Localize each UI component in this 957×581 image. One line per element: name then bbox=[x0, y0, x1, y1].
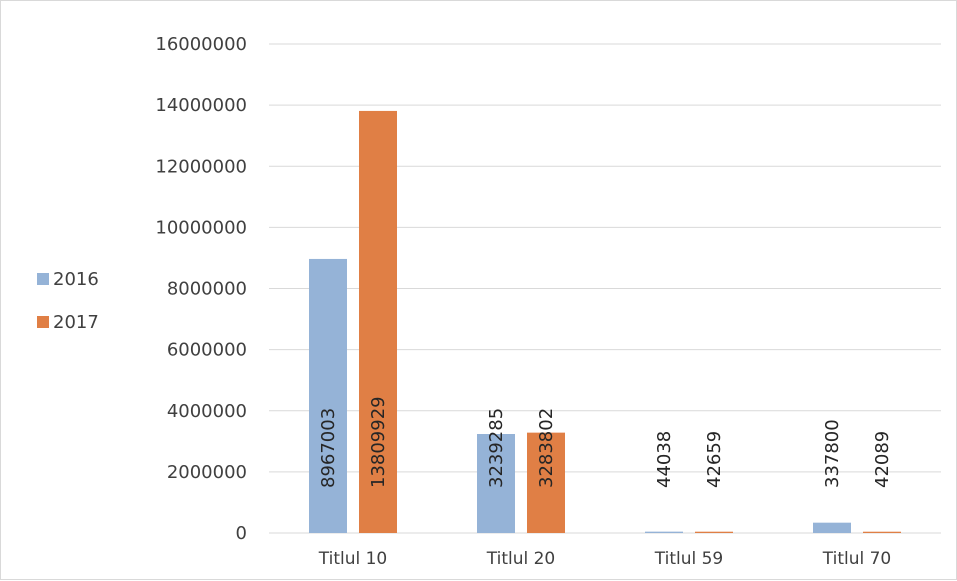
bar-2016-3 bbox=[813, 522, 851, 533]
legend-label: 2017 bbox=[53, 312, 99, 333]
bar-2017-2 bbox=[695, 531, 733, 533]
y-tick-label: 2000000 bbox=[167, 462, 247, 483]
bar-2016-0 bbox=[309, 258, 347, 533]
x-tick-label: Titlul 59 bbox=[654, 549, 724, 569]
y-tick-label: 4000000 bbox=[167, 401, 247, 422]
x-tick-label: Titlul 10 bbox=[318, 549, 388, 569]
y-tick-label: 6000000 bbox=[167, 340, 247, 361]
bar-2017-1 bbox=[527, 432, 565, 533]
bar-2016-1 bbox=[477, 433, 515, 533]
y-tick-label: 8000000 bbox=[167, 279, 247, 300]
y-tick-label: 0 bbox=[236, 523, 247, 544]
legend-label: 2016 bbox=[53, 269, 99, 290]
data-label: 337800 bbox=[822, 419, 843, 488]
y-tick-label: 10000000 bbox=[155, 217, 247, 238]
y-tick-label: 12000000 bbox=[155, 156, 247, 177]
x-axis-ticks: Titlul 10 Titlul 20 Titlul 59 Titlul 70 bbox=[318, 549, 892, 569]
data-labels: 8967003 13809929 3239285 3283802 44038 42659 3… bbox=[318, 396, 893, 488]
legend-swatch bbox=[37, 316, 49, 328]
legend-swatch bbox=[37, 273, 49, 285]
data-label: 3239285 bbox=[486, 408, 507, 488]
y-axis-ticks: 0 2000000 4000000 6000000 8000000 10000000 120… bbox=[155, 34, 247, 544]
bar-2016-2 bbox=[645, 531, 683, 533]
y-tick-label: 16000000 bbox=[155, 34, 247, 55]
legend: 2016 2017 bbox=[37, 269, 99, 333]
data-label: 13809929 bbox=[368, 396, 389, 488]
data-label: 44038 bbox=[654, 431, 675, 488]
bars bbox=[309, 110, 901, 533]
bar-2017-3 bbox=[863, 531, 901, 533]
x-tick-label: Titlul 70 bbox=[822, 549, 892, 569]
x-tick-label: Titlul 20 bbox=[486, 549, 556, 569]
data-label: 8967003 bbox=[318, 408, 339, 488]
data-label: 42089 bbox=[872, 431, 893, 488]
y-tick-label: 14000000 bbox=[155, 95, 247, 116]
data-label: 42659 bbox=[704, 431, 725, 488]
bar-2017-0 bbox=[359, 110, 397, 533]
data-label: 3283802 bbox=[536, 408, 557, 488]
